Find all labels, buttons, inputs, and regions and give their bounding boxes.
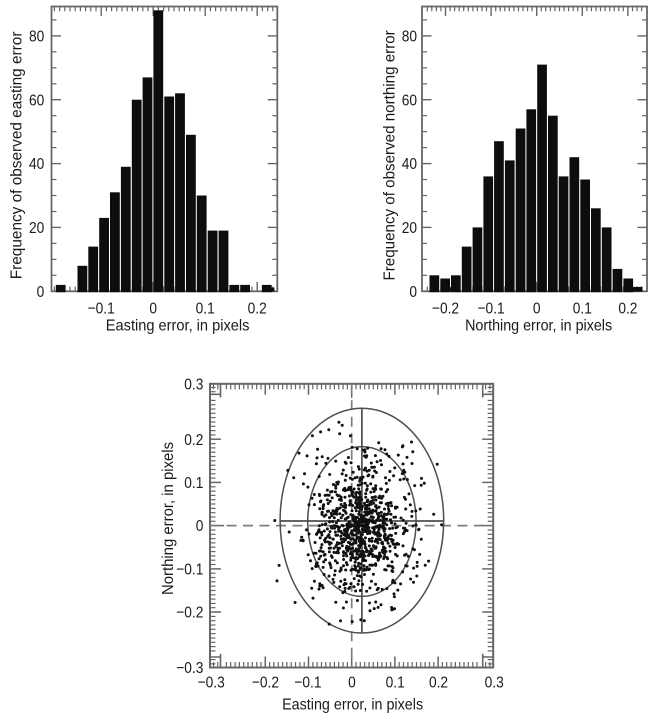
- svg-text:−0.1: −0.1: [176, 561, 203, 579]
- svg-text:−0.3: −0.3: [176, 659, 203, 677]
- svg-text:−0.2: −0.2: [252, 674, 279, 692]
- svg-text:60: 60: [402, 91, 417, 109]
- svg-text:Frequency of observed northing: Frequency of observed northing error: [381, 30, 398, 280]
- svg-text:Northing error, in pixels: Northing error, in pixels: [160, 442, 177, 595]
- svg-text:0.1: 0.1: [573, 300, 592, 318]
- svg-text:0: 0: [149, 300, 157, 318]
- svg-text:0.2: 0.2: [429, 674, 448, 692]
- svg-text:−0.1: −0.1: [88, 300, 115, 318]
- svg-text:0.2: 0.2: [184, 431, 203, 449]
- svg-text:40: 40: [29, 155, 44, 173]
- svg-text:0: 0: [409, 283, 417, 301]
- svg-text:0.1: 0.1: [196, 300, 215, 318]
- svg-text:Easting error, in pixels: Easting error, in pixels: [106, 317, 250, 334]
- svg-text:−0.3: −0.3: [198, 674, 225, 692]
- svg-text:0.3: 0.3: [485, 674, 504, 692]
- svg-text:−0.1: −0.1: [294, 674, 321, 692]
- svg-text:−0.2: −0.2: [432, 300, 459, 318]
- svg-text:0: 0: [348, 674, 356, 692]
- svg-text:80: 80: [29, 28, 44, 46]
- svg-text:0: 0: [533, 300, 541, 318]
- svg-text:20: 20: [29, 219, 44, 237]
- svg-text:0.2: 0.2: [248, 300, 267, 318]
- svg-text:40: 40: [402, 155, 417, 173]
- svg-text:60: 60: [29, 91, 44, 109]
- svg-text:Easting error, in pixels: Easting error, in pixels: [282, 696, 423, 713]
- svg-text:0.3: 0.3: [184, 375, 203, 393]
- svg-text:−0.1: −0.1: [478, 300, 505, 318]
- svg-text:0.1: 0.1: [386, 674, 405, 692]
- svg-text:0.1: 0.1: [184, 474, 203, 492]
- svg-text:0: 0: [37, 283, 45, 301]
- svg-text:0: 0: [196, 517, 204, 535]
- svg-text:20: 20: [402, 219, 417, 237]
- svg-text:80: 80: [402, 28, 417, 46]
- svg-text:0.2: 0.2: [618, 300, 637, 318]
- svg-text:−0.2: −0.2: [176, 604, 203, 622]
- svg-text:Northing error, in pixels: Northing error, in pixels: [465, 317, 612, 334]
- svg-text:Frequency of observed easting: Frequency of observed easting error: [8, 31, 25, 279]
